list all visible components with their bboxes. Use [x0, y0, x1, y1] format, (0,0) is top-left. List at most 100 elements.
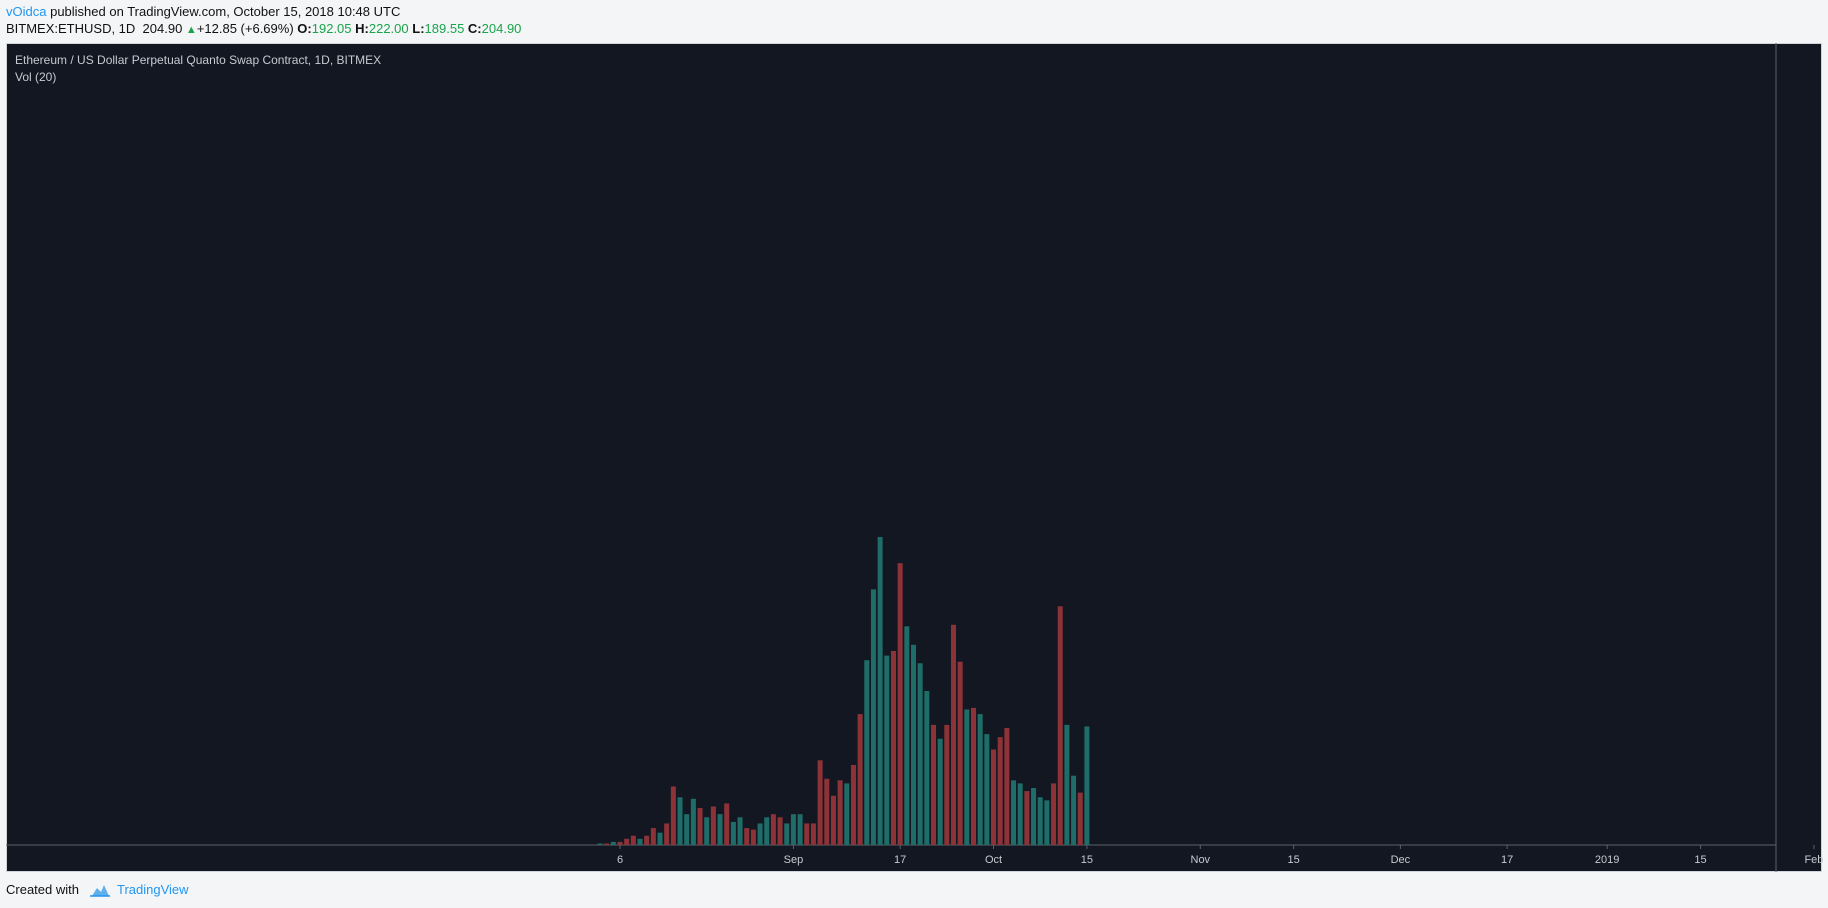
- volume-bar: [797, 814, 803, 845]
- author-link[interactable]: vOidca: [6, 4, 47, 19]
- volume-bar: [850, 764, 856, 845]
- volume-bar: [630, 835, 636, 845]
- volume-bar: [904, 626, 910, 845]
- volume-bar: [877, 537, 883, 845]
- volume-bar: [1077, 792, 1083, 845]
- price-chart[interactable]: 620.00560.00500.00460.00420.00380.00340.…: [0, 0, 1828, 872]
- volume-bar: [1064, 724, 1070, 845]
- tradingview-link[interactable]: TradingView: [89, 882, 189, 897]
- symbol-label: BITMEX:ETHUSD, 1D: [6, 21, 136, 36]
- volume-bar: [890, 650, 896, 845]
- time-tick-label: Oct: [985, 854, 1002, 866]
- volume-bar: [964, 709, 970, 845]
- volume-bar: [1057, 606, 1063, 845]
- low-label: L:: [412, 21, 425, 36]
- time-tick-label: 2019: [1595, 854, 1619, 866]
- volume-bar: [1071, 775, 1077, 845]
- volume-bar: [610, 841, 616, 845]
- volume-bar: [930, 724, 936, 845]
- time-tick-label: Sep: [784, 854, 804, 866]
- time-tick-label: 17: [1501, 854, 1513, 866]
- volume-bar: [957, 661, 963, 845]
- volume-bar: [824, 778, 830, 845]
- volume-bar: [597, 843, 603, 845]
- volume-bar: [864, 660, 870, 845]
- volume-bar: [991, 749, 997, 845]
- volume-bar: [984, 734, 990, 845]
- last-price: 204.90: [142, 21, 183, 36]
- time-tick-label: Feb: [1804, 854, 1823, 866]
- volume-bar: [690, 798, 696, 845]
- time-tick-label: Nov: [1191, 854, 1211, 866]
- volume-bar: [971, 707, 977, 845]
- volume-bar: [777, 817, 783, 845]
- low-value: 189.55: [424, 21, 465, 36]
- volume-bar: [684, 814, 690, 845]
- volume-bar: [917, 663, 923, 845]
- chart-title: Ethereum / US Dollar Perpetual Quanto Sw…: [15, 53, 382, 67]
- volume-bar: [1011, 780, 1017, 845]
- open-label: O:: [297, 21, 312, 36]
- volume-bar: [624, 838, 630, 845]
- volume-bar: [790, 814, 796, 845]
- up-arrow-icon: ▲: [185, 24, 197, 36]
- volume-bar: [644, 835, 650, 845]
- time-tick-label: 15: [1081, 854, 1093, 866]
- publish-info: vOidca published on TradingView.com, Oct…: [6, 4, 400, 19]
- volume-bar: [697, 808, 703, 845]
- volume-bar: [730, 821, 736, 845]
- volume-bar: [997, 737, 1003, 845]
- time-tick-label: 15: [1288, 854, 1300, 866]
- volume-bar: [1004, 727, 1010, 845]
- volume-bar: [677, 797, 683, 845]
- volume-bar: [764, 817, 770, 845]
- volume-bar: [1024, 791, 1030, 845]
- volume-bar: [924, 691, 930, 845]
- volume-bar: [724, 803, 730, 845]
- time-tick-label: 15: [1694, 854, 1706, 866]
- volume-bar: [897, 563, 903, 845]
- volume-bar: [1044, 800, 1050, 845]
- volume-bar: [804, 823, 810, 845]
- volume-bar: [884, 655, 890, 845]
- published-text: published on TradingView.com, October 15…: [50, 4, 401, 19]
- volume-bar: [704, 817, 710, 845]
- footer: Created with TradingView: [6, 882, 189, 897]
- volume-bar: [1084, 726, 1090, 845]
- symbol-info: BITMEX:ETHUSD, 1D 204.90 ▲+12.85 (+6.69%…: [6, 21, 521, 36]
- time-tick-label: 17: [894, 854, 906, 866]
- volume-bar: [870, 589, 876, 845]
- volume-bar: [664, 823, 670, 845]
- volume-bar: [617, 841, 623, 845]
- volume-bar: [750, 829, 756, 845]
- open-value: 192.05: [311, 21, 352, 36]
- volume-bar: [944, 724, 950, 845]
- volume-bar: [837, 780, 843, 845]
- high-value: 222.00: [368, 21, 409, 36]
- volume-bar: [670, 786, 676, 845]
- volume-bar: [1051, 783, 1057, 845]
- created-with-text: Created with: [6, 882, 79, 897]
- volume-bar: [757, 823, 763, 845]
- volume-bar: [650, 828, 656, 845]
- tradingview-brand-text: TradingView: [116, 882, 189, 897]
- volume-bar: [817, 760, 823, 845]
- volume-bar: [1037, 797, 1043, 845]
- time-tick-label: 6: [617, 854, 623, 866]
- volume-bar: [810, 823, 816, 845]
- volume-bar: [910, 644, 916, 845]
- volume-bar: [717, 814, 723, 845]
- volume-bar: [951, 624, 956, 845]
- volume-bar: [784, 823, 790, 845]
- high-label: H:: [355, 21, 369, 36]
- close-label: C:: [467, 21, 482, 36]
- price-change: +12.85 (+6.69%): [196, 21, 294, 36]
- volume-bar: [1031, 788, 1037, 845]
- volume-bar: [657, 832, 663, 845]
- volume-bar: [844, 783, 850, 845]
- volume-bar: [830, 795, 836, 845]
- volume-bar: [710, 806, 716, 845]
- volume-indicator-label[interactable]: Vol (20): [15, 70, 57, 84]
- volume-bar: [1017, 783, 1023, 845]
- volume-bar: [937, 738, 943, 845]
